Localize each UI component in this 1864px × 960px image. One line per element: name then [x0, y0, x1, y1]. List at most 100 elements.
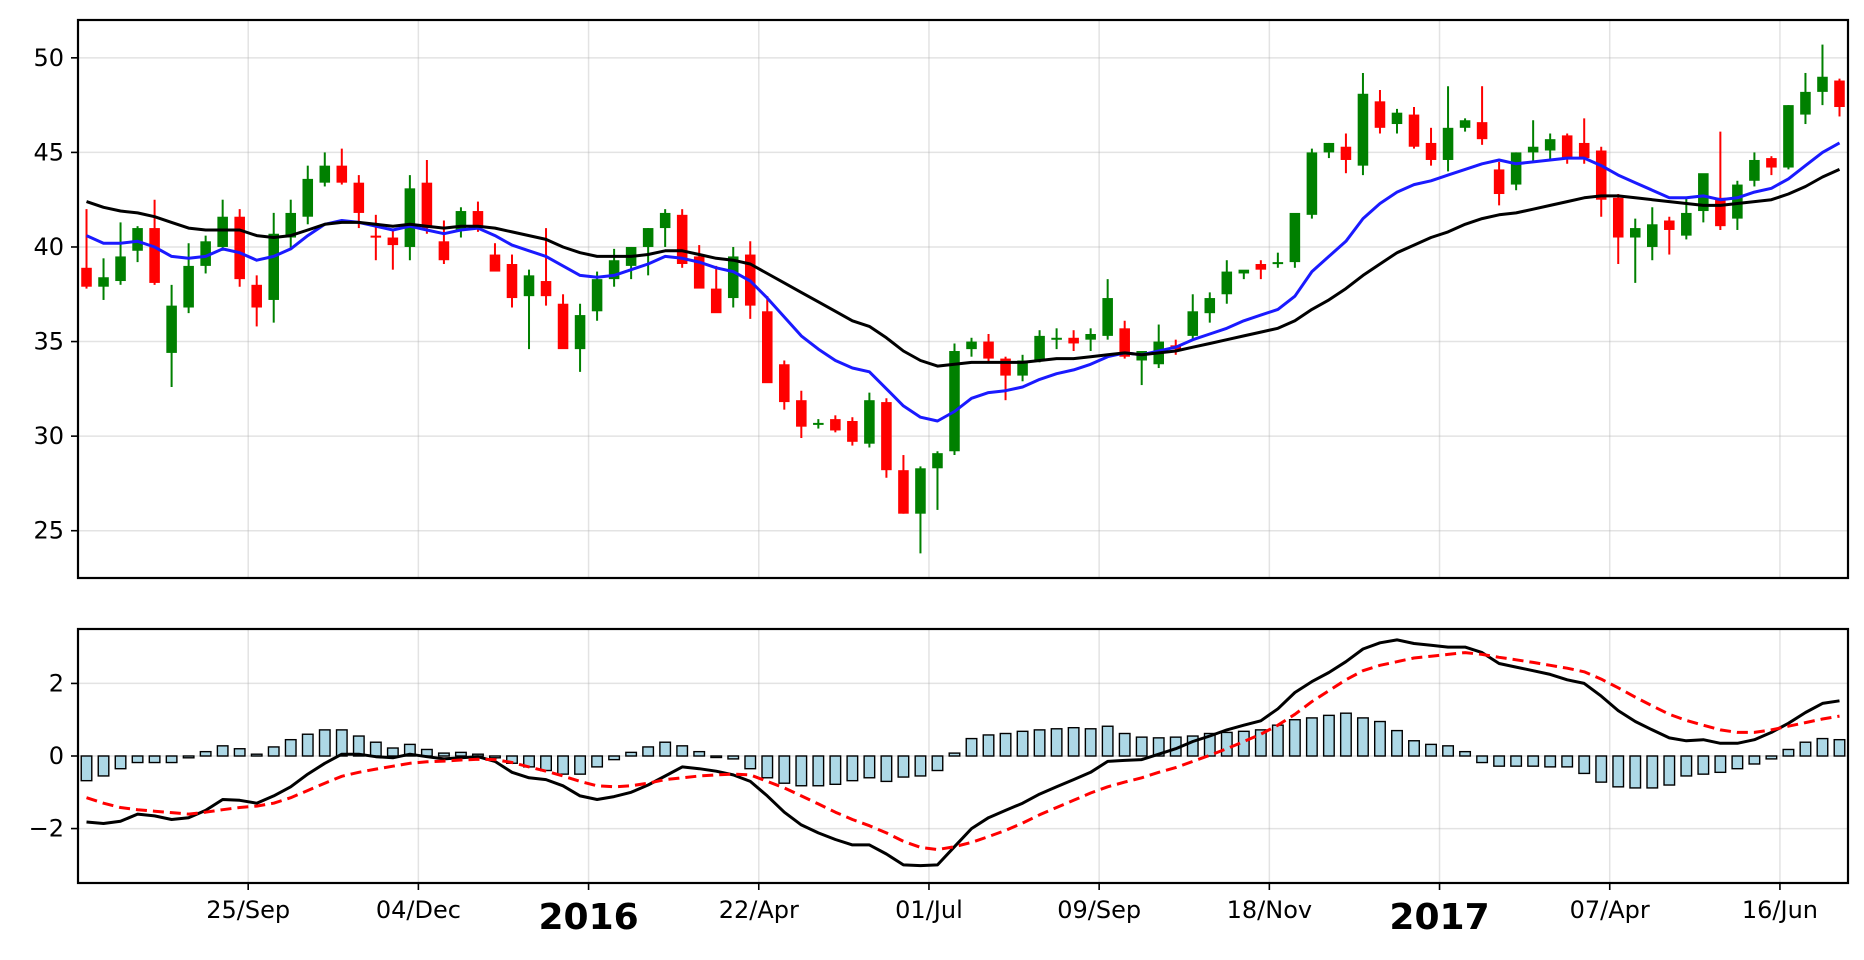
- top-plot-frame: [76, 18, 1850, 580]
- candle-56: [1034, 330, 1045, 363]
- candle-99: [1766, 156, 1777, 176]
- xtick-label-5: 09/Sep: [1057, 896, 1141, 924]
- candle-93: [1664, 216, 1675, 255]
- macd-histogram-bar-11: [267, 746, 280, 757]
- candle-body-19: [404, 188, 416, 247]
- macd-histogram-bar-10: [250, 753, 263, 757]
- candle-body-59: [1085, 333, 1096, 340]
- candle-88: [1578, 118, 1590, 164]
- macd-histogram-bar-9: [233, 748, 246, 757]
- signal-line: [86, 651, 1840, 852]
- ytick-label-top-3: 40: [33, 233, 64, 261]
- macd-histogram-bar-79: [1425, 743, 1438, 757]
- candle-body-99: [1766, 158, 1777, 168]
- candle-47: [881, 398, 892, 478]
- candle-body-55: [1017, 360, 1028, 376]
- candle-25: [506, 254, 518, 308]
- candle-body-66: [1204, 298, 1216, 314]
- candle-15: [336, 148, 348, 185]
- candle-70: [1272, 252, 1284, 268]
- macd-histogram-bar-56: [1033, 729, 1046, 757]
- macd-histogram-bar-45: [846, 755, 859, 782]
- candle-5: [166, 284, 177, 387]
- candle-body-28: [557, 303, 569, 350]
- candle-72: [1306, 148, 1318, 219]
- candle-body-33: [642, 228, 654, 247]
- candle-body-23: [472, 211, 484, 227]
- candle-38: [727, 246, 739, 308]
- macd-histogram-bar-60: [1101, 725, 1114, 757]
- macd-histogram-bar-0: [80, 755, 93, 782]
- candle-body-80: [1442, 127, 1454, 160]
- macd-histogram-bar-82: [1476, 755, 1489, 764]
- candle-85: [1527, 120, 1539, 162]
- candle-body-42: [796, 400, 807, 427]
- candle-body-84: [1510, 152, 1522, 185]
- macd-histogram-bar-2: [114, 755, 127, 770]
- candle-body-34: [659, 212, 671, 229]
- macd-histogram-bar-87: [1561, 755, 1574, 768]
- candle-body-49: [915, 468, 926, 514]
- ytick-label-bottom-2: 2: [49, 669, 64, 697]
- candle-body-26: [523, 275, 535, 297]
- macd-line: [86, 638, 1840, 868]
- ytick-label-top-0: 25: [33, 517, 64, 545]
- candle-52: [966, 337, 977, 357]
- candle-31: [608, 248, 620, 287]
- macd-histogram-bar-76: [1373, 720, 1386, 757]
- candle-body-27: [540, 281, 552, 297]
- candle-59: [1085, 328, 1096, 352]
- macd-histogram-bar-93: [1663, 755, 1676, 786]
- macd-histogram-bar-33: [642, 746, 655, 757]
- candle-body-2: [115, 256, 126, 282]
- candle-body-35: [676, 214, 688, 265]
- candle-body-85: [1527, 146, 1539, 153]
- ytick-label-top-1: 30: [33, 422, 64, 450]
- candle-18: [387, 229, 399, 270]
- candle-body-67: [1221, 271, 1233, 295]
- candle-body-9: [234, 216, 245, 280]
- candle-body-30: [591, 279, 603, 312]
- candle-55: [1017, 354, 1028, 382]
- candle-82: [1476, 86, 1488, 145]
- macd-histogram-bar-17: [369, 741, 382, 757]
- macd-histogram-bar-63: [1152, 737, 1165, 757]
- macd-histogram-bar-1: [97, 755, 110, 777]
- macd-histogram-bar-96: [1714, 755, 1727, 774]
- macd-histogram-bar-72: [1305, 717, 1318, 757]
- macd-histogram-bar-62: [1135, 736, 1148, 757]
- macd-histogram-bar-58: [1067, 726, 1080, 757]
- candle-body-44: [830, 419, 841, 431]
- macd-histogram-bar-16: [352, 735, 365, 757]
- macd-histogram-bar-67: [1220, 731, 1233, 757]
- macd-histogram-bar-32: [625, 751, 638, 757]
- candle-body-29: [574, 315, 586, 350]
- candle-73: [1323, 142, 1335, 159]
- candle-body-36: [693, 256, 705, 289]
- candle-91: [1629, 218, 1641, 283]
- candle-body-60: [1102, 298, 1113, 336]
- candle-50: [932, 451, 943, 510]
- candle-75: [1357, 72, 1369, 176]
- xtick-label-8: 07/Apr: [1570, 896, 1650, 924]
- candle-16: [353, 175, 365, 229]
- candle-body-88: [1578, 142, 1590, 159]
- ytick-label-bottom-1: 0: [49, 742, 64, 770]
- candle-body-82: [1476, 122, 1488, 140]
- macd-histogram-bar-83: [1493, 755, 1506, 767]
- macd-histogram-bar-43: [812, 755, 825, 787]
- macd-histogram-bar-86: [1544, 755, 1557, 768]
- macd-histogram-bar-15: [335, 729, 348, 757]
- candle-7: [200, 235, 211, 274]
- candle-body-41: [779, 364, 790, 403]
- macd-histogram-bar-99: [1765, 755, 1778, 760]
- macd-histogram-bar-4: [148, 755, 161, 764]
- macd-histogram-bar-37: [710, 755, 723, 759]
- macd-histogram-bar-5: [165, 755, 178, 764]
- macd-histogram-bar-40: [761, 755, 774, 779]
- candle-body-58: [1068, 337, 1079, 344]
- macd-histogram-bar-27: [540, 755, 553, 772]
- candle-body-79: [1425, 142, 1437, 160]
- macd-histogram-bar-61: [1118, 732, 1131, 757]
